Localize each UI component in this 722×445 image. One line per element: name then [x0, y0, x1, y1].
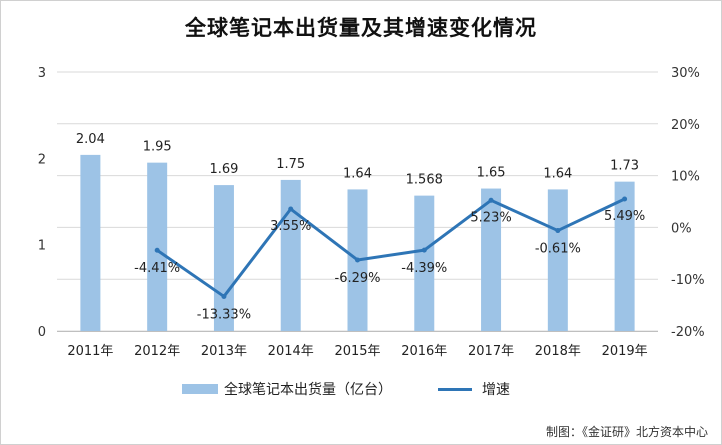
y-right-tick-label: 30%: [671, 66, 700, 81]
source-note: 制图：《金证研》北方资本中心: [545, 425, 708, 439]
bar: [80, 154, 101, 331]
x-tick-label: 2013年: [201, 344, 247, 359]
growth-value-label: 5.49%: [604, 209, 645, 224]
growth-value-label: -0.61%: [535, 242, 581, 257]
bar-value-label: 1.65: [477, 166, 506, 181]
growth-point: [555, 228, 561, 234]
growth-value-label: 3.55%: [270, 219, 311, 234]
growth-point: [488, 197, 494, 203]
bar: [414, 195, 435, 331]
y-left-tick-label: 2: [38, 152, 46, 167]
x-tick-label: 2018年: [535, 344, 581, 359]
growth-value-label: -4.39%: [401, 261, 447, 276]
bar: [481, 188, 502, 331]
growth-point: [421, 247, 427, 253]
growth-point: [622, 196, 628, 202]
legend-item-bar: 全球笔记本出货量（亿台）: [182, 379, 392, 399]
bar-value-label: 1.73: [610, 159, 639, 174]
y-right-tick-label: 20%: [671, 118, 700, 133]
growth-value-label: 5.23%: [470, 210, 511, 225]
growth-value-label: -6.29%: [335, 271, 381, 286]
growth-point: [355, 257, 360, 263]
x-tick-label: 2012年: [134, 344, 180, 359]
growth-point: [154, 247, 160, 253]
legend: 全球笔记本出货量（亿台） 增速: [0, 379, 722, 401]
y-left-tick-label: 1: [38, 239, 46, 254]
y-left-tick-label: 3: [38, 66, 46, 81]
bar-value-label: 1.95: [143, 140, 172, 155]
bar-value-label: 1.568: [406, 173, 443, 188]
bar: [547, 189, 568, 331]
growth-value-label: -13.33%: [197, 307, 251, 322]
bar: [280, 179, 301, 331]
bar-value-label: 2.04: [76, 132, 105, 147]
x-tick-label: 2011年: [67, 344, 113, 359]
y-left-tick-label: 0: [38, 325, 46, 340]
x-tick-label: 2015年: [334, 344, 380, 359]
x-tick-label: 2017年: [468, 344, 514, 359]
legend-label-line: 增速: [482, 382, 510, 398]
bar-value-label: 1.64: [343, 166, 372, 181]
legend-label-bar: 全球笔记本出货量（亿台）: [224, 382, 392, 398]
growth-point: [221, 293, 227, 299]
growth-value-label: -4.41%: [134, 261, 180, 276]
x-tick-label: 2014年: [268, 344, 314, 359]
y-right-tick-label: -20%: [671, 325, 705, 340]
bar-value-label: 1.75: [276, 157, 305, 172]
y-right-tick-label: -10%: [671, 273, 705, 288]
y-right-tick-label: 0%: [671, 221, 692, 236]
growth-point: [288, 206, 294, 212]
x-tick-label: 2019年: [602, 344, 648, 359]
legend-swatch-line: [438, 387, 472, 391]
y-right-tick-label: 10%: [671, 170, 700, 185]
bar: [614, 181, 635, 331]
bar-value-label: 1.64: [543, 166, 572, 181]
chart-title: 全球笔记本出货量及其增速变化情况: [185, 16, 537, 40]
x-tick-label: 2016年: [401, 344, 447, 359]
legend-item-line: 增速: [438, 379, 510, 399]
legend-swatch-bar: [182, 384, 218, 394]
bar: [147, 162, 168, 331]
growth-line: [155, 197, 627, 298]
bar-value-label: 1.69: [209, 162, 238, 177]
